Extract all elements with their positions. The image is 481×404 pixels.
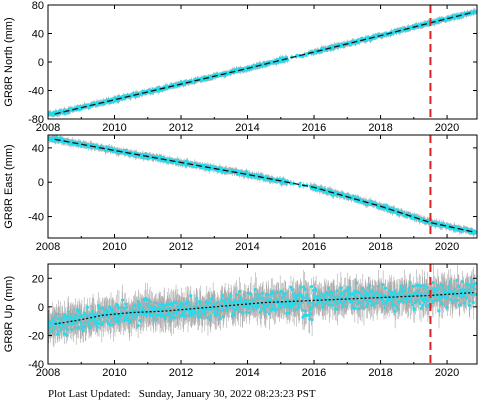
up-data-point (66, 310, 70, 314)
north-x-tick-label: 2012 (169, 122, 193, 134)
up-data-point (65, 327, 70, 332)
up-data-point (136, 324, 140, 328)
up-data-point (81, 329, 85, 333)
up-data-point (97, 321, 101, 326)
east-x-tick-label: 2010 (102, 241, 126, 253)
up-data-point (96, 325, 100, 329)
north-panel: 2008 2010 2012 2014 2016 2018 2020 -80 -40 0 40 80 G… (3, 0, 478, 134)
up-data-point (56, 329, 60, 334)
north-y-tick-label: -80 (28, 114, 44, 126)
east-observations (48, 135, 477, 238)
up-data-point (63, 312, 67, 317)
north-y-tick-label: -40 (28, 86, 44, 98)
east-data-point (473, 230, 477, 235)
up-data-point (189, 294, 193, 298)
east-x-tick-label: 2020 (435, 241, 459, 253)
east-y-tick-label: 40 (32, 143, 44, 155)
up-data-point (206, 316, 210, 320)
up-data-point (107, 315, 111, 319)
east-y-axis-label: GR8R East (mm) (3, 144, 15, 228)
east-y-tick-label: 0 (38, 177, 44, 189)
up-data-point (136, 299, 141, 304)
north-x-tick-label: 2008 (36, 122, 60, 134)
up-data-point (97, 304, 101, 308)
east-x-tick-label: 2016 (302, 241, 326, 253)
up-data-point (168, 319, 172, 323)
east-data-point (298, 181, 302, 185)
up-data-point (154, 301, 158, 305)
east-x-tick-label: 2012 (169, 241, 193, 253)
up-data-point (65, 333, 69, 337)
north-x-tick-label: 2018 (368, 122, 392, 134)
north-data-point (473, 11, 477, 15)
up-data-point (195, 296, 199, 300)
up-data-point (108, 323, 113, 327)
east-x-tick-label: 2008 (36, 241, 60, 253)
east-frame (47, 134, 478, 239)
up-data-point (204, 311, 208, 315)
north-data-point (300, 54, 305, 59)
up-data-point (193, 310, 198, 314)
up-data-point (55, 332, 60, 337)
up-data-point (137, 305, 141, 310)
up-data-point (182, 304, 186, 308)
east-x-tick-label: 2014 (235, 241, 259, 253)
up-data-point (208, 318, 212, 322)
north-model-line (54, 11, 474, 115)
east-panel: 2008 2010 2012 2014 2016 2018 2020 -40 0 40 GR8R E… (3, 134, 478, 253)
up-data-point (80, 314, 84, 318)
east-y-tick-label: -40 (28, 212, 44, 224)
north-x-tick-label: 2010 (102, 122, 126, 134)
up-data-point (199, 300, 203, 304)
up-data-point (77, 310, 82, 314)
up-data-point (124, 305, 129, 310)
up-panel: 2008 2010 2012 2014 2016 2018 2020-40-20020GR8… (3, 263, 478, 379)
east-x-tick-label: 2018 (368, 241, 392, 253)
north-y-axis-label: GR8R North (mm) (3, 17, 15, 106)
east-data-point (298, 184, 302, 188)
up-data-point (85, 305, 90, 309)
north-x-tick-label: 2016 (302, 122, 326, 134)
north-x-tick-label: 2020 (435, 122, 459, 134)
up-data-point (120, 298, 125, 302)
north-y-tick-label: 0 (38, 57, 44, 69)
up-data-point (174, 316, 178, 320)
north-y-tick-label: 40 (32, 29, 44, 41)
north-observations (48, 8, 477, 118)
up-observations (48, 264, 477, 350)
up-data-point (62, 332, 66, 336)
east-data-point (244, 169, 248, 174)
north-x-tick-label: 2014 (235, 122, 259, 134)
north-y-tick-label: 80 (32, 0, 44, 12)
